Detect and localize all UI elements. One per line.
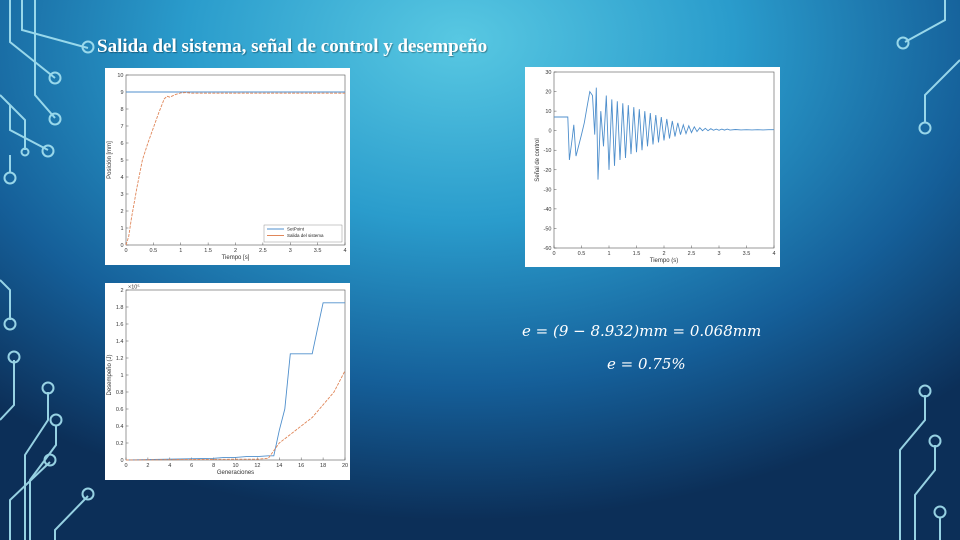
y-tick-label: 7 <box>120 124 123 130</box>
y-tick-label: 10 <box>545 109 551 115</box>
x-tick-label: 20 <box>342 463 348 469</box>
x-tick-label: 2 <box>146 463 149 469</box>
plot-area <box>553 71 775 249</box>
x-tick-label: 6 <box>190 463 193 469</box>
y-tick-label: 30 <box>545 70 551 76</box>
y-tick-label: 1 <box>120 226 123 232</box>
y-tick-label: 0 <box>120 458 123 464</box>
x-tick-label: 3.5 <box>743 251 751 257</box>
y-tick-label: -30 <box>544 187 552 193</box>
x-tick-label: 16 <box>298 463 304 469</box>
legend-entry: Salida del sistema <box>287 233 324 238</box>
y-tick-label: -50 <box>544 226 552 232</box>
x-tick-label: 0 <box>124 463 127 469</box>
y-tick-label: 0 <box>548 129 551 135</box>
x-tick-label: 1 <box>607 251 610 257</box>
slide-title: Salida del sistema, señal de control y d… <box>97 36 488 57</box>
x-tick-label: 2 <box>662 251 665 257</box>
y-axis-label: Posición [mm] <box>107 141 113 179</box>
y-exponent-label: ×10⁵ <box>128 284 140 291</box>
y-tick-label: 0.4 <box>116 424 124 430</box>
y-tick-label: 0.6 <box>116 407 124 413</box>
y-tick-label: 10 <box>117 73 123 79</box>
error-formula-mm: e = (9 − 8.932)mm = 0.068mm <box>522 322 762 340</box>
x-tick-label: 18 <box>320 463 326 469</box>
series-line-2 <box>125 370 346 461</box>
series-line-1 <box>125 302 345 461</box>
x-tick-label: 2.5 <box>259 248 267 254</box>
y-tick-label: 1.4 <box>116 339 124 345</box>
x-tick-label: 10 <box>232 463 238 469</box>
x-tick-label: 4 <box>772 251 775 257</box>
x-axis-label: Tiempo [s] <box>222 255 250 261</box>
x-tick-label: 0 <box>124 248 127 254</box>
control-signal-chart: 0 0.5 1 1.5 2 2.5 3 3.5 4 -60 -50 -40 -30 -20 -10 0 10 20… <box>535 70 776 264</box>
circuit-node <box>48 71 62 85</box>
error-formula-percent: e = 0.75% <box>607 355 686 373</box>
plot-area <box>125 74 346 246</box>
x-tick-label: 8 <box>212 463 215 469</box>
x-tick-label: 3 <box>717 251 720 257</box>
y-tick-label: 0.8 <box>116 390 124 396</box>
y-tick-label: -60 <box>544 246 552 252</box>
series-line-2 <box>125 92 345 246</box>
output-chart: 0 0.5 1 1.5 2 2.5 3 3.5 4 0 1 2 3 4 5 6 7 8 9 10 Tiempo [s] P… <box>107 73 347 261</box>
x-tick-label: 0 <box>552 251 555 257</box>
circuit-line <box>9 0 56 79</box>
x-tick-label: 4 <box>343 248 346 254</box>
y-tick-label: 8 <box>120 107 123 113</box>
y-tick-label: 2 <box>120 288 123 294</box>
y-tick-label: 5 <box>120 158 123 164</box>
x-tick-label: 0.5 <box>578 251 586 257</box>
series-line-1 <box>554 87 774 180</box>
y-tick-label: 1.6 <box>116 322 124 328</box>
y-tick-label: 1 <box>120 373 123 379</box>
y-tick-label: 4 <box>120 175 123 181</box>
y-tick-label: 0.2 <box>116 441 124 447</box>
y-tick-label: 0 <box>120 243 123 249</box>
plot-area <box>125 289 346 461</box>
x-axis-label: Generaciones <box>217 470 254 476</box>
y-tick-label: 20 <box>545 90 551 96</box>
x-tick-label: 3 <box>289 248 292 254</box>
x-tick-label: 1.5 <box>204 248 212 254</box>
x-tick-label: 3.5 <box>314 248 322 254</box>
performance-chart: 0 2 4 6 8 10 12 14 16 18 20 0 0.2 0.4 0.6 0.8 1 1.2 1.4 1.6… <box>107 284 348 477</box>
y-tick-label: 2 <box>120 209 123 215</box>
x-tick-label: 0.5 <box>150 248 158 254</box>
y-tick-label: -40 <box>544 207 552 213</box>
y-axis-label: Señal de control <box>535 138 541 181</box>
x-tick-label: 12 <box>254 463 260 469</box>
x-tick-label: 2 <box>234 248 237 254</box>
y-axis-label: Desempeño (J) <box>107 354 113 395</box>
y-tick-label: -20 <box>544 168 552 174</box>
y-tick-label: -10 <box>544 148 552 154</box>
x-axis-label: Tiempo (s) <box>650 258 678 264</box>
x-tick-label: 1 <box>179 248 182 254</box>
y-tick-label: 1.2 <box>116 356 124 362</box>
x-tick-label: 14 <box>276 463 282 469</box>
legend-entry: SetPoint <box>287 227 305 232</box>
y-tick-label: 3 <box>120 192 123 198</box>
x-tick-label: 1.5 <box>633 251 641 257</box>
y-tick-label: 6 <box>120 141 123 147</box>
x-tick-label: 4 <box>168 463 171 469</box>
x-tick-label: 2.5 <box>688 251 696 257</box>
y-tick-label: 9 <box>120 90 123 96</box>
y-tick-label: 1.8 <box>116 305 124 311</box>
